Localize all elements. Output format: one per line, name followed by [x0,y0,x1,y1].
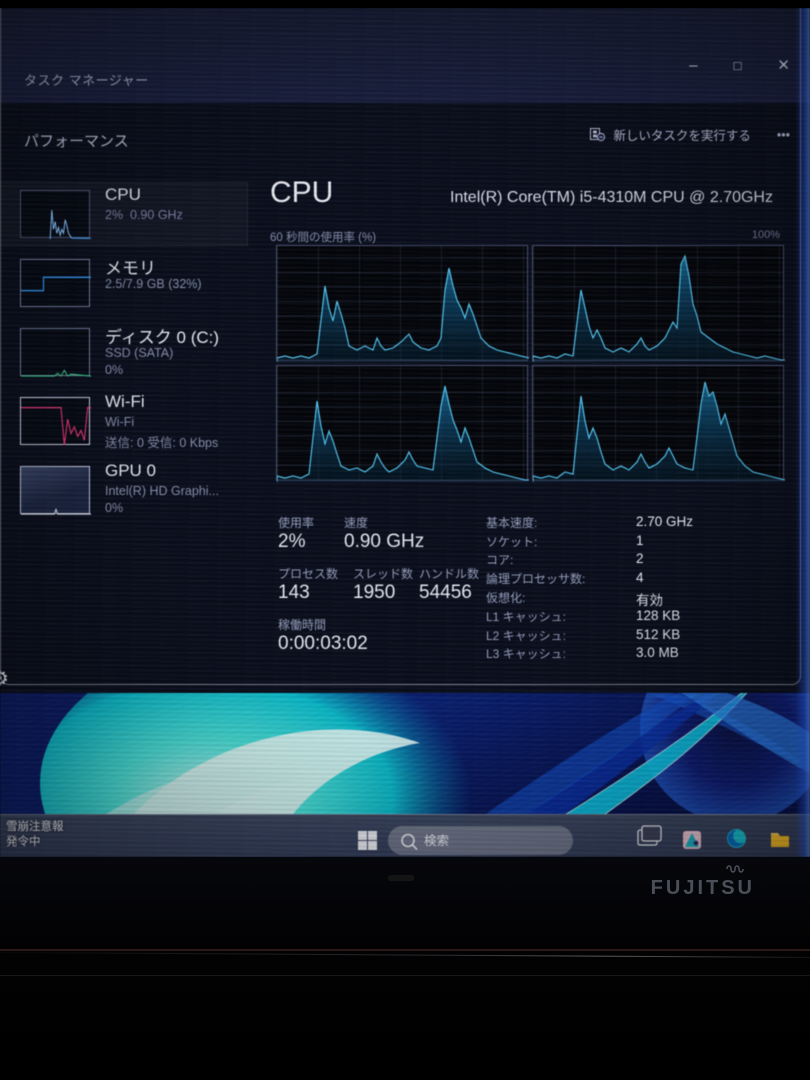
svg-text:検索: 検索 [424,834,449,848]
